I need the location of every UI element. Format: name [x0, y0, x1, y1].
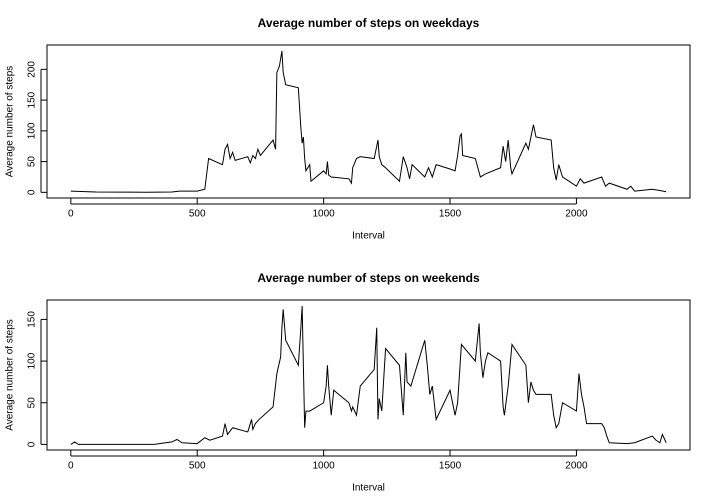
- y-tick-label: 200: [27, 61, 38, 78]
- y-tick-label: 0: [27, 189, 38, 195]
- x-tick-label: 1000: [313, 461, 336, 472]
- x-axis-label: Interval: [352, 483, 385, 494]
- x-tick-label: 2000: [565, 461, 588, 472]
- y-axis-label: Average number of steps: [5, 319, 16, 431]
- x-tick-label: 2000: [565, 209, 588, 220]
- x-tick-label: 1000: [313, 209, 336, 220]
- chart-title: Average number of steps on weekends: [257, 271, 480, 285]
- y-tick-label: 50: [27, 156, 38, 168]
- x-tick-label: 0: [68, 209, 74, 220]
- y-axis-label: Average number of steps: [5, 66, 16, 178]
- y-tick-label: 150: [27, 311, 38, 328]
- data-line: [70, 306, 667, 445]
- plot-frame: [46, 44, 691, 199]
- x-tick-label: 500: [189, 209, 206, 220]
- chart-title: Average number of steps on weekdays: [258, 16, 480, 30]
- y-tick-label: 0: [27, 441, 38, 447]
- data-line: [70, 50, 667, 193]
- plot-frame: [46, 299, 691, 451]
- y-tick-label: 100: [27, 352, 38, 369]
- x-tick-label: 0: [68, 461, 74, 472]
- x-axis-label: Interval: [352, 231, 385, 242]
- x-tick-label: 1500: [439, 209, 462, 220]
- x-tick-label: 1500: [439, 461, 462, 472]
- y-tick-label: 100: [27, 122, 38, 139]
- x-tick-label: 500: [189, 461, 206, 472]
- y-tick-label: 150: [27, 91, 38, 108]
- y-tick-label: 50: [27, 397, 38, 409]
